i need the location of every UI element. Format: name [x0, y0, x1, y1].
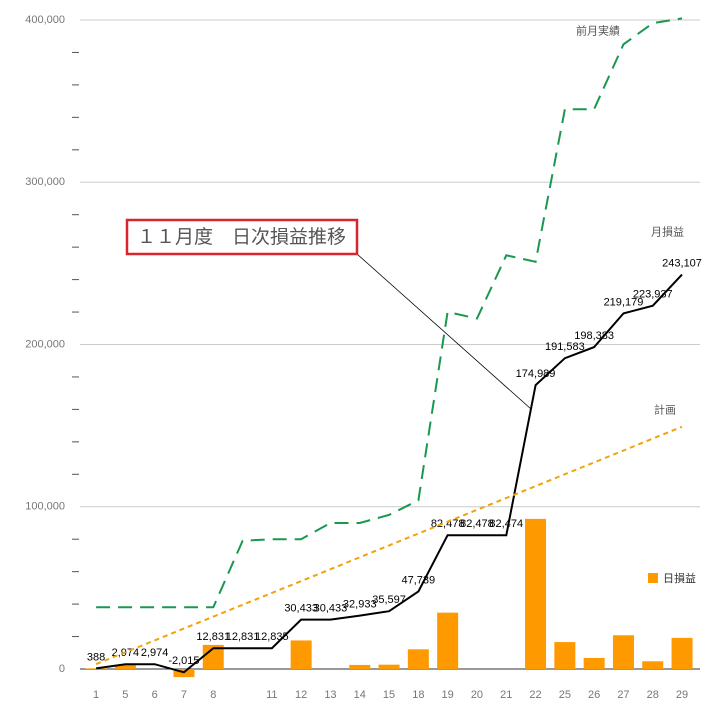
y-tick-label: 200,000 — [25, 338, 65, 350]
bar — [349, 664, 371, 669]
x-tick-label: 19 — [442, 689, 454, 701]
x-tick-label: 27 — [617, 689, 629, 701]
bar — [202, 644, 224, 669]
bar — [85, 668, 107, 669]
x-tick-label: 8 — [210, 689, 216, 701]
bar — [554, 642, 576, 669]
data-label: 191,583 — [545, 341, 585, 353]
data-label: 388 — [87, 651, 105, 663]
x-tick-label: 20 — [471, 689, 483, 701]
x-tick-label: 14 — [354, 689, 366, 701]
legend-swatch — [648, 573, 658, 583]
data-label: 82,474 — [489, 518, 523, 530]
bar — [583, 657, 605, 669]
series-label: 前月実績 — [576, 23, 620, 37]
x-tick-label: 15 — [383, 689, 395, 701]
x-tick-label: 12 — [295, 689, 307, 701]
x-tick-label: 7 — [181, 689, 187, 701]
bar — [437, 612, 459, 669]
bar — [290, 640, 312, 669]
bar — [378, 664, 400, 669]
y-tick-label: 0 — [59, 663, 65, 675]
bar — [407, 649, 429, 669]
data-label: 174,989 — [516, 368, 556, 380]
x-tick-label: 11 — [266, 689, 277, 701]
bar — [671, 637, 693, 669]
legend-label: 日損益 — [663, 571, 696, 585]
data-label: 35,597 — [372, 594, 406, 606]
data-label: 30,433 — [284, 603, 318, 615]
y-tick-label: 300,000 — [25, 176, 65, 188]
x-tick-label: 25 — [559, 689, 571, 701]
series-line — [96, 17, 683, 609]
data-label: 12,835 — [255, 631, 289, 643]
x-tick-label: 21 — [500, 689, 512, 701]
data-label: 12,831 — [226, 631, 260, 643]
data-label: 30,433 — [314, 603, 348, 615]
annotation-connector — [356, 253, 532, 410]
bar — [612, 635, 634, 669]
x-tick-label: 1 — [93, 689, 99, 701]
bar — [114, 664, 136, 669]
series-line — [95, 273, 683, 674]
bar — [525, 518, 547, 669]
data-label: 243,107 — [662, 257, 702, 269]
data-label: 82,478 — [431, 518, 465, 530]
y-tick-label: 400,000 — [25, 14, 65, 26]
title-box — [125, 218, 359, 256]
x-tick-label: 28 — [647, 689, 659, 701]
x-tick-label: 22 — [529, 689, 541, 701]
data-label: 12,831 — [196, 631, 230, 643]
data-label: 2,974 — [141, 647, 169, 659]
x-tick-label: 29 — [676, 689, 688, 701]
y-tick-label: 100,000 — [25, 501, 65, 513]
x-tick-label: 13 — [324, 689, 336, 701]
x-tick-label: 26 — [588, 689, 600, 701]
series-label: 計画 — [654, 403, 676, 417]
bar — [642, 661, 664, 669]
series-label: 月損益 — [651, 224, 684, 238]
data-label: 219,179 — [604, 296, 644, 308]
series-line — [95, 425, 683, 666]
data-label: 198,383 — [574, 330, 614, 342]
x-tick-label: 5 — [122, 689, 128, 701]
data-label: 47,739 — [402, 574, 436, 586]
data-label: 223,937 — [633, 289, 673, 301]
data-label: -2,015 — [168, 655, 199, 667]
data-label: 32,933 — [343, 598, 377, 610]
chart-title: １１月度 日次損益推移 — [137, 226, 346, 248]
data-label: 82,478 — [460, 518, 494, 530]
plot-area: 0 100,000 200,000 300,000 400,000 — [25, 14, 700, 675]
x-tick-label: 18 — [412, 689, 424, 701]
x-tick-label: 6 — [152, 689, 158, 701]
